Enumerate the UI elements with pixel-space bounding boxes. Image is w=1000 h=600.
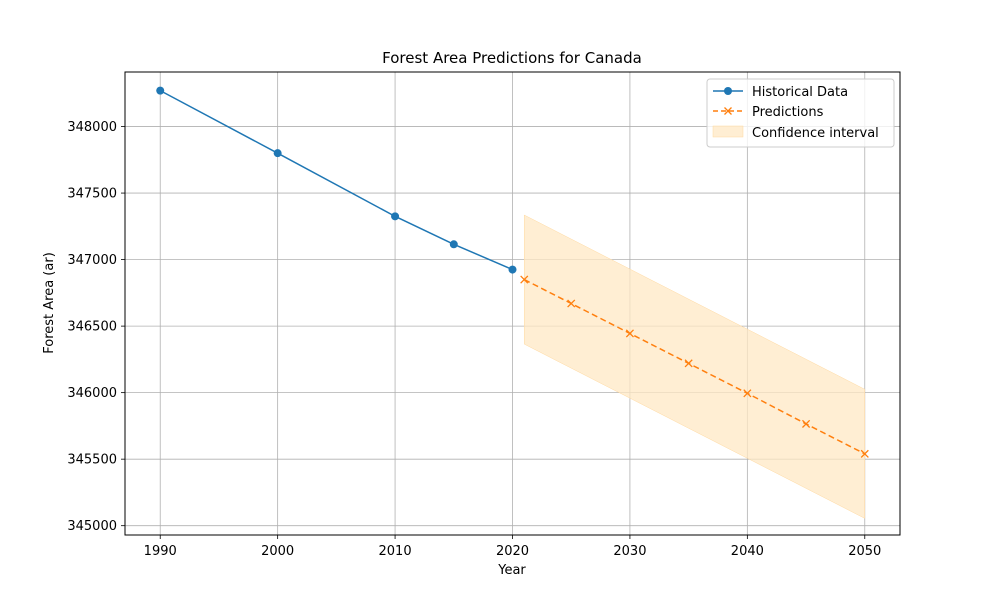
legend-confidence-swatch <box>712 125 744 138</box>
series-predictions <box>520 275 869 458</box>
legend-predictions-label: Predictions <box>752 105 824 120</box>
legend-confidence-label: Confidence interval <box>752 126 879 141</box>
series-layer <box>156 86 869 458</box>
x-tick-label: 2030 <box>613 544 646 559</box>
historical-point <box>449 240 458 249</box>
y-axis-label: Forest Area (ar) <box>42 252 57 354</box>
prediction-point <box>567 299 576 308</box>
x-tick-label: 2020 <box>496 544 529 559</box>
legend-box <box>706 78 895 148</box>
historical-point <box>391 212 400 221</box>
historical-point <box>156 86 165 95</box>
legend-historical-marker <box>724 87 732 95</box>
y-tick-label: 346500 <box>67 320 117 335</box>
x-axis: 1990 2000 2010 2020 2030 2040 2050 <box>144 535 881 559</box>
y-tick-label: 347000 <box>67 253 117 268</box>
y-tick-label: 345500 <box>67 453 117 468</box>
y-tick-label: 345000 <box>67 519 117 534</box>
legend-predictions-marker <box>724 107 732 115</box>
prediction-point <box>625 329 634 338</box>
prediction-point <box>743 389 752 398</box>
x-tick-label: 2000 <box>261 544 294 559</box>
prediction-point <box>802 419 811 428</box>
historical-point <box>508 265 517 274</box>
y-axis: 345000 345500 346000 346500 347000 347500 3480… <box>67 120 125 534</box>
x-tick-label: 2010 <box>379 544 412 559</box>
prediction-point <box>520 275 529 284</box>
prediction-point <box>684 359 693 368</box>
x-axis-label: Year <box>497 563 526 578</box>
x-tick-label: 2040 <box>731 544 764 559</box>
y-tick-label: 346000 <box>67 386 117 401</box>
legend: Historical Data Predictions Confidence i… <box>706 78 895 148</box>
x-tick-label: 1990 <box>144 544 177 559</box>
x-tick-label: 2050 <box>848 544 881 559</box>
y-tick-label: 348000 <box>67 120 117 135</box>
series-historical <box>156 86 517 274</box>
historical-point <box>273 149 282 158</box>
legend-historical-label: Historical Data <box>752 85 848 100</box>
prediction-point <box>860 449 869 458</box>
chart-title: Forest Area Predictions for Canada <box>382 49 642 67</box>
y-tick-label: 347500 <box>67 187 117 202</box>
